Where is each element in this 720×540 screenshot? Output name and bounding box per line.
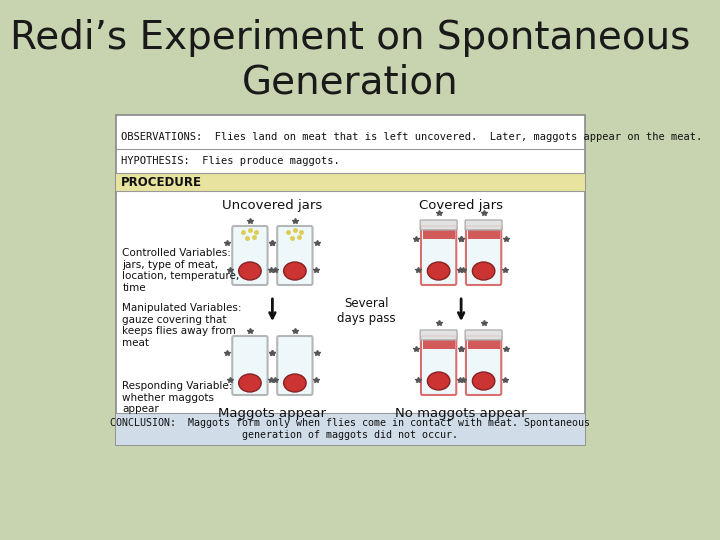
Ellipse shape: [284, 262, 306, 280]
Text: Responding Variable:
whether maggots
appear: Responding Variable: whether maggots app…: [122, 381, 233, 414]
FancyBboxPatch shape: [233, 226, 268, 285]
FancyBboxPatch shape: [465, 220, 502, 230]
Ellipse shape: [284, 374, 306, 392]
Text: CONCLUSION:  Maggots form only when flies come in contact with meat. Spontaneous: CONCLUSION: Maggots form only when flies…: [110, 418, 590, 440]
Ellipse shape: [238, 374, 261, 392]
FancyBboxPatch shape: [421, 336, 456, 395]
FancyBboxPatch shape: [421, 226, 456, 285]
FancyBboxPatch shape: [233, 336, 268, 395]
Ellipse shape: [428, 372, 450, 390]
Text: OBSERVATIONS:  Flies land on meat that is left uncovered.  Later, maggots appear: OBSERVATIONS: Flies land on meat that is…: [121, 132, 702, 142]
FancyBboxPatch shape: [277, 226, 312, 285]
Ellipse shape: [472, 372, 495, 390]
FancyBboxPatch shape: [467, 339, 500, 349]
Text: Maggots appear: Maggots appear: [218, 407, 326, 420]
Text: Covered jars: Covered jars: [419, 199, 503, 212]
Ellipse shape: [428, 262, 450, 280]
Text: HYPOTHESIS:  Flies produce maggots.: HYPOTHESIS: Flies produce maggots.: [121, 156, 339, 166]
Text: Controlled Variables:
jars, type of meat,
location, temperature,
time: Controlled Variables: jars, type of meat…: [122, 248, 240, 293]
FancyBboxPatch shape: [465, 330, 502, 340]
FancyBboxPatch shape: [423, 229, 455, 239]
Text: Manipulated Variables:
gauze covering that
keeps flies away from
meat: Manipulated Variables: gauze covering th…: [122, 303, 242, 348]
FancyBboxPatch shape: [466, 336, 501, 395]
Ellipse shape: [472, 262, 495, 280]
Text: Uncovered jars: Uncovered jars: [222, 199, 323, 212]
FancyBboxPatch shape: [116, 413, 585, 445]
FancyBboxPatch shape: [420, 330, 457, 340]
FancyBboxPatch shape: [423, 339, 455, 349]
FancyBboxPatch shape: [467, 229, 500, 239]
FancyBboxPatch shape: [277, 336, 312, 395]
Text: No maggots appear: No maggots appear: [395, 407, 527, 420]
FancyBboxPatch shape: [116, 173, 585, 191]
Ellipse shape: [238, 262, 261, 280]
Text: Redi’s Experiment on Spontaneous
Generation: Redi’s Experiment on Spontaneous Generat…: [10, 19, 690, 101]
FancyBboxPatch shape: [116, 115, 585, 445]
FancyBboxPatch shape: [420, 220, 457, 230]
Text: PROCEDURE: PROCEDURE: [121, 176, 202, 188]
FancyBboxPatch shape: [466, 226, 501, 285]
Text: Several
days pass: Several days pass: [337, 297, 396, 325]
